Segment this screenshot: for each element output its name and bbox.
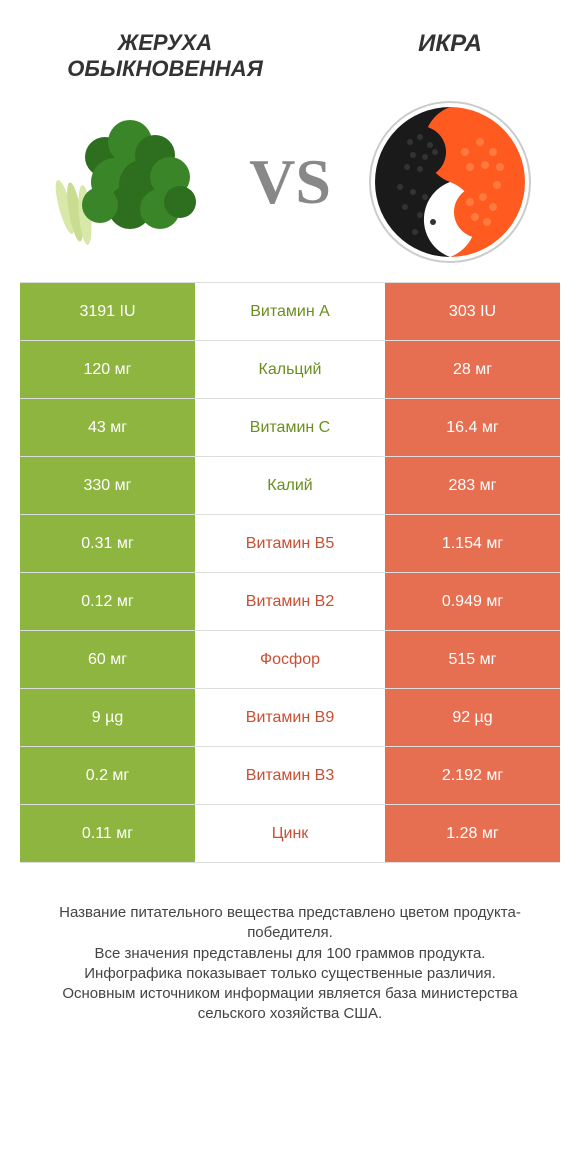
footer-line: Инфографика показывает только существенн… (30, 964, 550, 984)
infographic-container: ЖЕРУХА ОБЫКНОВЕННАЯ ИКРА (0, 0, 580, 1174)
images-row: VS (20, 92, 560, 282)
cell-nutrient-name: Цинк (195, 805, 385, 862)
cell-left-value: 330 мг (20, 457, 195, 514)
table-row: 43 мгВитамин C16.4 мг (20, 399, 560, 457)
cell-left-value: 43 мг (20, 399, 195, 456)
cell-left-value: 0.12 мг (20, 573, 195, 630)
cell-right-value: 16.4 мг (385, 399, 560, 456)
cell-left-value: 60 мг (20, 631, 195, 688)
cell-nutrient-name: Витамин B9 (195, 689, 385, 746)
cell-nutrient-name: Витамин B2 (195, 573, 385, 630)
cell-right-value: 2.192 мг (385, 747, 560, 804)
cell-right-value: 28 мг (385, 341, 560, 398)
footer-line: Все значения представлены для 100 граммо… (30, 944, 550, 964)
cell-nutrient-name: Фосфор (195, 631, 385, 688)
title-left: ЖЕРУХА ОБЫКНОВЕННАЯ (50, 30, 280, 82)
cell-right-value: 0.949 мг (385, 573, 560, 630)
cell-right-value: 515 мг (385, 631, 560, 688)
caviar-icon (365, 97, 535, 267)
footer-line: Название питательного вещества представл… (30, 903, 550, 944)
table-row: 3191 IUВитамин A303 IU (20, 283, 560, 341)
cell-left-value: 9 µg (20, 689, 195, 746)
table-row: 0.12 мгВитамин B20.949 мг (20, 573, 560, 631)
caviar-image (360, 102, 540, 262)
watercress-icon (45, 107, 215, 257)
table-row: 0.31 мгВитамин B51.154 мг (20, 515, 560, 573)
cell-left-value: 120 мг (20, 341, 195, 398)
cell-nutrient-name: Витамин C (195, 399, 385, 456)
table-row: 60 мгФосфор515 мг (20, 631, 560, 689)
cell-right-value: 303 IU (385, 283, 560, 340)
cell-left-value: 3191 IU (20, 283, 195, 340)
table-row: 120 мгКальций28 мг (20, 341, 560, 399)
footer-line: Основным источником информации является … (30, 984, 550, 1025)
watercress-image (40, 102, 220, 262)
footer: Название питательного вещества представл… (20, 903, 560, 1025)
nutrient-table: 3191 IUВитамин A303 IU120 мгКальций28 мг… (20, 282, 560, 863)
cell-right-value: 1.154 мг (385, 515, 560, 572)
cell-nutrient-name: Витамин B3 (195, 747, 385, 804)
cell-right-value: 92 µg (385, 689, 560, 746)
table-row: 9 µgВитамин B992 µg (20, 689, 560, 747)
cell-left-value: 0.2 мг (20, 747, 195, 804)
table-row: 330 мгКалий283 мг (20, 457, 560, 515)
cell-nutrient-name: Витамин A (195, 283, 385, 340)
cell-left-value: 0.11 мг (20, 805, 195, 862)
title-right: ИКРА (370, 30, 530, 58)
table-row: 0.2 мгВитамин B32.192 мг (20, 747, 560, 805)
cell-nutrient-name: Витамин B5 (195, 515, 385, 572)
cell-right-value: 283 мг (385, 457, 560, 514)
cell-nutrient-name: Кальций (195, 341, 385, 398)
cell-left-value: 0.31 мг (20, 515, 195, 572)
cell-right-value: 1.28 мг (385, 805, 560, 862)
vs-label: VS (249, 145, 331, 219)
cell-nutrient-name: Калий (195, 457, 385, 514)
table-row: 0.11 мгЦинк1.28 мг (20, 805, 560, 863)
header: ЖЕРУХА ОБЫКНОВЕННАЯ ИКРА (20, 30, 560, 92)
